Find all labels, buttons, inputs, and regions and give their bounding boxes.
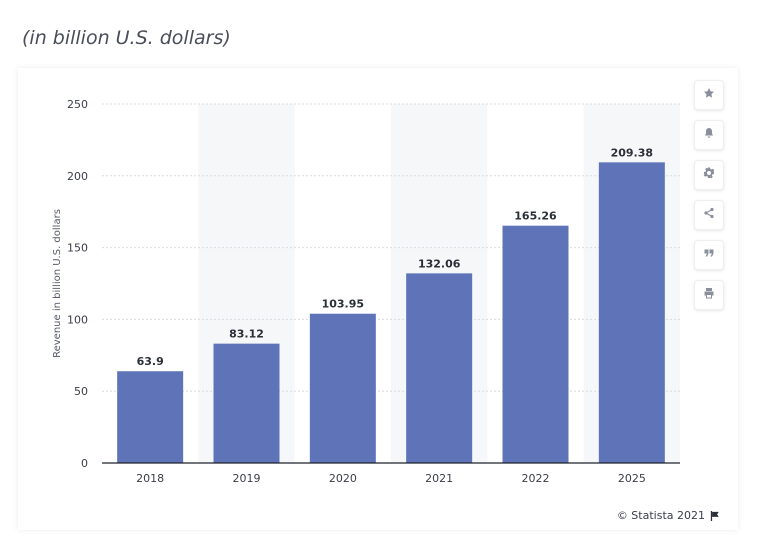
- print-button[interactable]: [694, 280, 724, 310]
- bar-value-label: 209.38: [611, 146, 653, 159]
- bar: [406, 273, 473, 463]
- quote-icon: [703, 246, 715, 264]
- bar-value-label: 83.12: [229, 328, 264, 341]
- bar: [502, 225, 569, 463]
- x-tick-label: 2018: [136, 472, 164, 485]
- gear-icon: [703, 166, 715, 184]
- y-tick-label: 250: [67, 98, 88, 111]
- bar: [117, 371, 184, 463]
- favorite-button[interactable]: [694, 80, 724, 110]
- x-tick-label: 2022: [522, 472, 550, 485]
- page-subtitle: (in billion U.S. dollars): [22, 27, 231, 49]
- flag-icon: [710, 510, 720, 521]
- x-tick-label: 2019: [233, 472, 261, 485]
- x-tick-label: 2020: [329, 472, 357, 485]
- bar-value-label: 165.26: [514, 210, 557, 223]
- bar: [213, 343, 280, 463]
- y-tick-label: 100: [67, 313, 88, 326]
- x-tick-label: 2025: [618, 472, 646, 485]
- bar-value-label: 103.95: [322, 298, 364, 311]
- y-tick-label: 0: [81, 457, 88, 470]
- source-credit[interactable]: © Statista 2021: [617, 509, 720, 522]
- share-icon: [703, 206, 715, 224]
- bar: [598, 162, 665, 463]
- bar-chart: 0 50 100 150 200 250 Revenue in billion U.S. d…: [52, 98, 680, 485]
- bar-value-label: 63.9: [137, 355, 164, 368]
- bell-icon: [703, 126, 715, 144]
- cite-button[interactable]: [694, 240, 724, 270]
- y-tick-label: 200: [67, 170, 88, 183]
- notification-button[interactable]: [694, 120, 724, 150]
- share-button[interactable]: [694, 200, 724, 230]
- settings-button[interactable]: [694, 160, 724, 190]
- chart-card: 0 50 100 150 200 250 Revenue in billion U.S. d…: [18, 68, 738, 530]
- bar: [309, 313, 376, 463]
- printer-icon: [703, 286, 715, 304]
- x-tick-label: 2021: [425, 472, 453, 485]
- y-axis-label: Revenue in billion U.S. dollars: [52, 209, 63, 358]
- y-tick-label: 150: [67, 242, 88, 255]
- y-tick-label: 50: [74, 385, 88, 398]
- chart-toolbar: [694, 80, 724, 320]
- star-icon: [703, 86, 715, 104]
- bar-value-label: 132.06: [418, 257, 461, 270]
- credit-text: © Statista 2021: [616, 509, 705, 522]
